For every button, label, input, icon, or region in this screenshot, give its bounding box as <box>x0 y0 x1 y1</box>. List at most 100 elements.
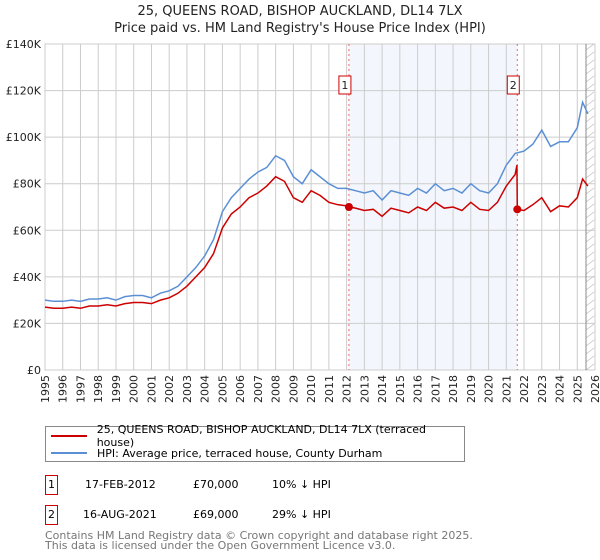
x-tick-label: 1997 <box>74 375 87 403</box>
x-tick-label: 2009 <box>287 375 300 403</box>
transaction-row: 2 16-AUG-2021 £69,000 29% ↓ HPI <box>45 505 600 525</box>
x-tick-label: 2020 <box>483 375 496 403</box>
x-tick-label: 2004 <box>199 375 212 403</box>
footer-line: Contains HM Land Registry data © Crown c… <box>45 529 473 542</box>
hatch-line <box>585 203 595 211</box>
y-tick-label: £60K <box>13 224 42 237</box>
hatch-line <box>585 83 595 91</box>
y-tick-label: £20K <box>13 317 42 330</box>
marker-label: 2 <box>510 79 517 92</box>
x-tick-label: 2005 <box>216 375 229 403</box>
y-tick-label: £120K <box>6 85 42 98</box>
legend-label: HPI: Average price, terraced house, Coun… <box>97 446 383 460</box>
shaded-period <box>348 44 518 370</box>
series-line <box>44 99 589 303</box>
x-tick-label: 2013 <box>358 375 371 403</box>
hatch-line <box>585 131 595 139</box>
hatch-line <box>585 315 595 323</box>
hatch-line <box>585 155 595 163</box>
hatch-line <box>585 291 595 299</box>
hatch-line <box>585 283 595 291</box>
red-line-swatch <box>51 435 87 437</box>
y-tick-label: £0 <box>27 364 41 377</box>
marker-label: 1 <box>341 79 348 92</box>
legend: 25, QUEENS ROAD, BISHOP AUCKLAND, DL14 7… <box>45 423 465 462</box>
x-tick-label: 2023 <box>536 375 549 403</box>
x-tick-label: 2024 <box>554 375 567 403</box>
y-tick-label: £140K <box>6 38 42 51</box>
marker-box <box>338 75 352 95</box>
hatch-line <box>585 227 595 235</box>
hatch-line <box>585 307 595 315</box>
legend-item-hpi: HPI: Average price, terraced house, Coun… <box>46 445 382 461</box>
x-tick-label: 2002 <box>163 375 176 403</box>
footer: Contains HM Land Registry data © Crown c… <box>45 529 473 552</box>
x-tick-label: 1996 <box>57 375 70 403</box>
sale-point <box>513 205 522 214</box>
chart-title: 25, QUEENS ROAD, BISHOP AUCKLAND, DL14 7… <box>137 4 463 19</box>
x-tick-label: 2017 <box>429 375 442 403</box>
hatch-line <box>585 123 595 131</box>
x-tick-label: 2026 <box>589 375 600 403</box>
hatch-line <box>585 147 595 155</box>
x-tick-label: 1998 <box>92 375 105 403</box>
x-tick-label: 1995 <box>39 375 52 403</box>
hatch-line <box>585 299 595 307</box>
series-line <box>44 164 589 310</box>
footer-line: This data is licensed under the Open Gov… <box>45 539 396 552</box>
marker-box <box>506 75 520 95</box>
x-tick-label: 2000 <box>128 375 141 403</box>
hatch-line <box>585 347 595 355</box>
sale-point <box>344 203 353 211</box>
hatch-line <box>585 339 595 347</box>
hatch-line <box>585 163 595 171</box>
transaction-diff: 29% ↓ HPI <box>272 508 331 521</box>
marker-badge: 1 <box>45 475 58 495</box>
x-tick-label: 2016 <box>412 375 425 403</box>
hatch-line <box>585 235 595 243</box>
hatch-line <box>585 355 595 363</box>
hatch-line <box>585 99 595 107</box>
transaction-price: £70,000 <box>193 478 239 491</box>
x-tick-label: 2007 <box>252 375 265 403</box>
x-tick-label: 2001 <box>145 375 158 403</box>
hatch-line <box>585 195 595 203</box>
x-tick-label: 2011 <box>323 375 336 403</box>
transaction-date: 17-FEB-2012 <box>85 478 156 491</box>
hatch-line <box>585 363 595 371</box>
y-tick-label: £40K <box>13 271 42 284</box>
hatch-line <box>585 51 595 59</box>
hatch-line <box>585 171 595 179</box>
plot-border <box>44 43 596 371</box>
hatch-line <box>585 275 595 283</box>
hatch-line <box>585 75 595 83</box>
blue-line-swatch <box>51 452 87 454</box>
hatch-line <box>585 331 595 339</box>
hatch-line <box>585 187 595 195</box>
hatch-line <box>585 267 595 275</box>
x-tick-label: 1999 <box>110 375 123 403</box>
transaction-row: 1 17-FEB-2012 £70,000 10% ↓ HPI <box>45 475 600 495</box>
transaction-date: 16-AUG-2021 <box>83 508 157 521</box>
x-tick-label: 2012 <box>341 375 354 403</box>
chart-subtitle: Price paid vs. HM Land Registry's House … <box>114 21 486 36</box>
y-tick-label: £100K <box>6 131 42 144</box>
x-tick-label: 2018 <box>447 375 460 403</box>
x-tick-label: 2010 <box>305 375 318 403</box>
marker-badge: 2 <box>45 505 58 525</box>
hatch-line <box>585 139 595 147</box>
hatch-line <box>585 211 595 219</box>
x-tick-label: 2008 <box>270 375 283 403</box>
hatch-line <box>585 259 595 267</box>
hatch-line <box>585 43 595 51</box>
legend-item-property: 25, QUEENS ROAD, BISHOP AUCKLAND, DL14 7… <box>46 423 464 449</box>
x-tick-label: 2019 <box>465 375 478 403</box>
hatch-line <box>585 251 595 259</box>
x-tick-label: 2014 <box>376 375 389 403</box>
legend-label: 25, QUEENS ROAD, BISHOP AUCKLAND, DL14 7… <box>96 423 427 449</box>
hatch-line <box>585 67 595 75</box>
hatch-line <box>585 115 595 123</box>
x-tick-label: 2015 <box>394 375 407 403</box>
y-tick-label: £80K <box>13 178 42 191</box>
